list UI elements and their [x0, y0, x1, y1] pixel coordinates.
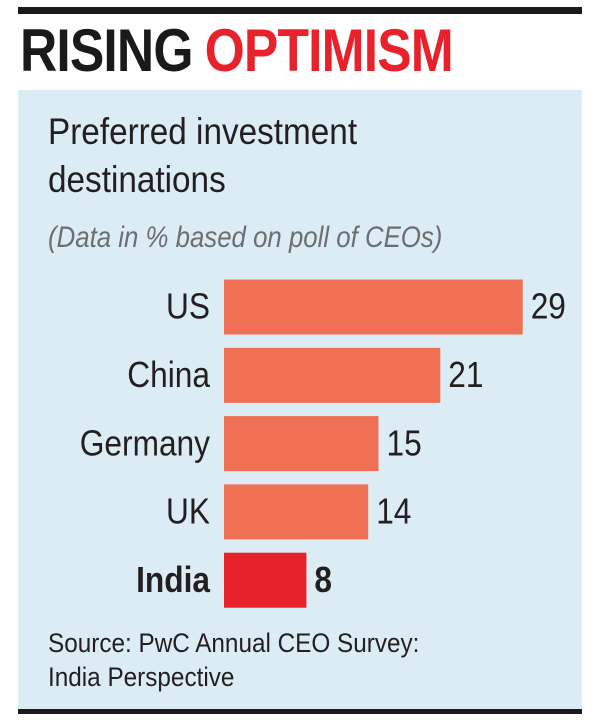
chart-title: Preferred investment destinations — [48, 111, 358, 200]
headline: RISING OPTIMISM — [20, 14, 454, 88]
value-label-india: 8 — [314, 560, 332, 600]
bar-chart: US 29 China 21 Germany 15 UK 14 India 8 — [80, 279, 566, 608]
chart-panel: Preferred investment destinations (Data … — [18, 90, 582, 714]
headline-word-rising: RISING — [20, 17, 193, 84]
bar-india — [224, 552, 307, 608]
bar-us — [224, 279, 523, 335]
chart-subtitle: (Data in % based on poll of CEOs) — [48, 221, 443, 254]
category-label-uk: UK — [166, 492, 210, 532]
category-label-germany: Germany — [80, 423, 210, 463]
value-label-germany: 15 — [387, 423, 422, 463]
source-note: Source: PwC Annual CEO Survey: India Per… — [48, 626, 419, 694]
value-label-uk: 14 — [376, 492, 411, 532]
headline-word-optimism: OPTIMISM — [204, 17, 454, 84]
category-label-china: China — [127, 355, 210, 395]
bar-china — [224, 347, 441, 403]
bar-uk — [224, 484, 369, 540]
source-line-2: India Perspective — [48, 662, 235, 692]
category-label-us: US — [166, 287, 210, 327]
bar-germany — [224, 416, 379, 472]
value-label-us: 29 — [531, 287, 566, 327]
category-label-india: India — [136, 560, 211, 600]
source-line-1: Source: PwC Annual CEO Survey: — [48, 628, 420, 658]
top-rule — [18, 7, 582, 14]
value-label-china: 21 — [448, 355, 483, 395]
